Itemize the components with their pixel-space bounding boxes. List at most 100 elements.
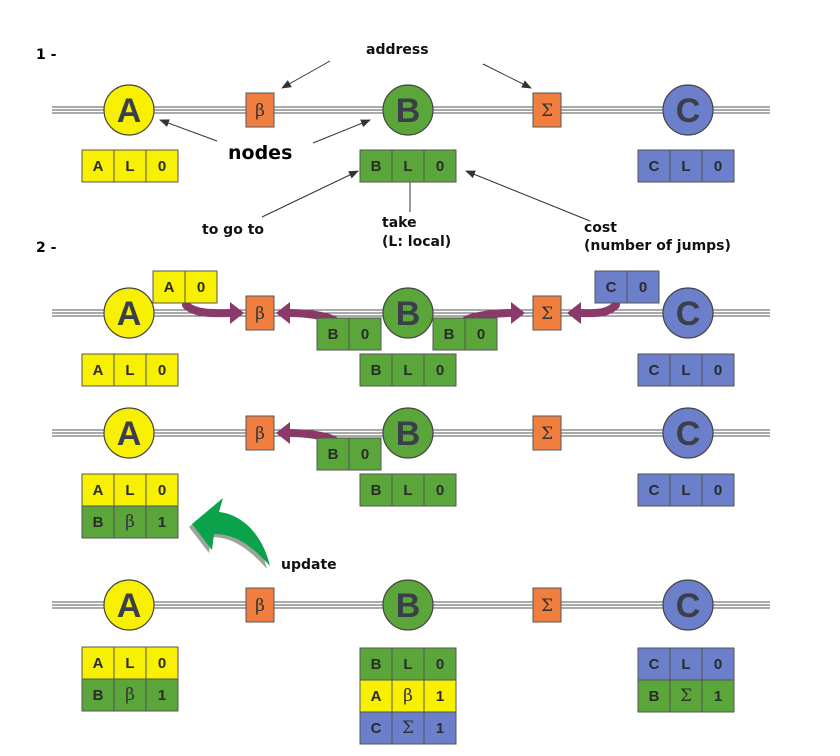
table-cell-text: L xyxy=(125,158,134,175)
address-box-sigma xyxy=(532,92,562,128)
node-a xyxy=(103,579,155,631)
table-a-row1: A L 0 xyxy=(81,149,179,183)
table-cell xyxy=(669,473,703,507)
table-cell-text: β xyxy=(403,686,413,706)
message-text: 0 xyxy=(639,279,647,296)
arrow-shaft xyxy=(577,301,620,318)
table-c-row1: C L 0 xyxy=(637,149,735,183)
update-arrow-body xyxy=(192,498,270,566)
arrow-shaft xyxy=(182,301,234,318)
table-cell xyxy=(701,353,735,387)
to-go-to-label: to go to xyxy=(202,222,264,238)
node-b xyxy=(382,407,434,459)
message-cell xyxy=(348,437,382,471)
table-row: B L 0 xyxy=(359,647,457,681)
table-cell xyxy=(701,149,735,183)
table-cell-text: A xyxy=(93,362,104,379)
update-arrow xyxy=(189,498,270,569)
node-letter-c: C xyxy=(676,587,701,625)
node-letter-a: A xyxy=(117,415,142,453)
table-row: C L 0 xyxy=(637,647,735,681)
table-cell-text: 1 xyxy=(436,720,444,737)
table-cell xyxy=(81,505,115,539)
table-cell-text: B xyxy=(93,514,104,531)
table-cell xyxy=(423,149,457,183)
table-cell-text: 0 xyxy=(714,158,722,175)
table-row: C Σ 1 xyxy=(359,711,457,745)
table-a-final: A L 0 B β 1 xyxy=(81,646,179,712)
table-cell xyxy=(145,353,179,387)
take-sub-label: (L: local) xyxy=(382,234,451,250)
message-cell xyxy=(316,437,350,471)
table-cell xyxy=(113,473,147,507)
node-letter-a: A xyxy=(117,295,142,333)
nodes-b-arrow xyxy=(312,119,371,144)
address-box-beta xyxy=(245,92,275,128)
table-c-row3: C L 0 xyxy=(637,473,735,507)
table-cell-text: Σ xyxy=(680,686,692,706)
nodes-a-arrow xyxy=(159,119,218,142)
table-cell-text: B xyxy=(93,687,104,704)
arrow-head xyxy=(276,302,290,324)
table-cell xyxy=(359,647,393,681)
node-a xyxy=(103,84,155,136)
message-cell xyxy=(316,317,350,351)
network-scene: A B Cβ ΣA L 0 B L 0 C L 0A B Cβ ΣA 0B 0 B 0C 0A L 0 B L 0 C L 0A B Cβ… xyxy=(52,84,770,745)
table-cell-text: A xyxy=(93,482,104,499)
message-text: B xyxy=(328,326,339,343)
table-cell-text: 1 xyxy=(436,688,444,705)
table-row: A L 0 xyxy=(81,353,179,387)
address-box-beta xyxy=(245,587,275,623)
address-box-sigma xyxy=(532,587,562,623)
table-cell-text: B xyxy=(649,688,660,705)
table-cell-text: C xyxy=(649,158,660,175)
table-cell xyxy=(637,353,671,387)
table-cell xyxy=(701,473,735,507)
table-cell-text: A xyxy=(93,655,104,672)
table-cell-text: 0 xyxy=(436,482,444,499)
node-letter-c: C xyxy=(676,415,701,453)
message-cell xyxy=(626,270,660,304)
table-cell-text: 1 xyxy=(714,688,722,705)
node-letter-b: B xyxy=(396,587,421,625)
message-cell xyxy=(464,317,498,351)
node-c xyxy=(662,84,714,136)
table-cell xyxy=(423,711,457,745)
cost-label: cost xyxy=(584,220,617,236)
table-cell-text: 1 xyxy=(158,514,166,531)
table-b-final: B L 0 A β 1 C Σ 1 xyxy=(359,647,457,745)
table-cell xyxy=(145,678,179,712)
table-cell xyxy=(391,149,425,183)
message-cell xyxy=(184,270,218,304)
table-cell xyxy=(637,679,671,713)
table-cell xyxy=(145,473,179,507)
table-cell xyxy=(145,149,179,183)
address-beta-arrow xyxy=(281,60,331,89)
table-cell-text: L xyxy=(403,482,412,499)
table-cell xyxy=(669,647,703,681)
message-text: A xyxy=(164,279,175,296)
address-symbol-beta: β xyxy=(255,596,265,616)
node-c xyxy=(662,579,714,631)
table-cell xyxy=(701,679,735,713)
table-cell xyxy=(391,353,425,387)
message-cell xyxy=(594,270,628,304)
node-letter-c: C xyxy=(676,92,701,130)
address-symbol-sigma: Σ xyxy=(541,596,553,616)
table-a-row3: A L 0 B β 1 xyxy=(81,473,179,539)
node-letter-b: B xyxy=(396,295,421,333)
table-cell xyxy=(423,679,457,713)
node-letter-b: B xyxy=(396,415,421,453)
table-cell-text: 0 xyxy=(158,158,166,175)
node-c xyxy=(662,287,714,339)
table-row: B L 0 xyxy=(359,149,457,183)
node-a xyxy=(103,407,155,459)
table-row: A L 0 xyxy=(81,149,179,183)
address-label: address xyxy=(366,42,429,58)
